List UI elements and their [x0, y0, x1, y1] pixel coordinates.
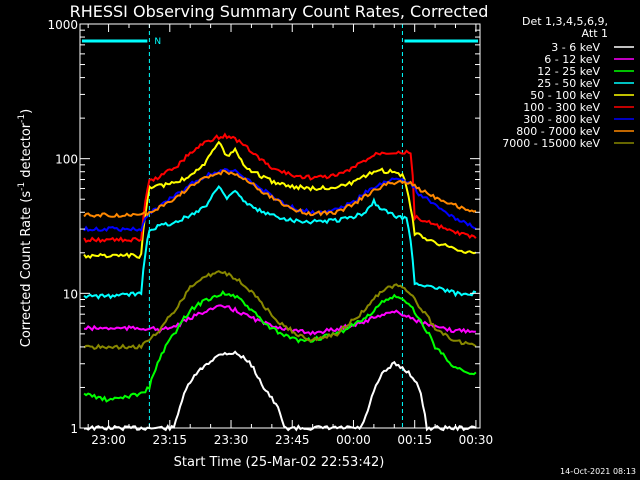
legend-label: 3 - 6 keV: [551, 41, 600, 54]
y-tick-label: 1000: [47, 18, 78, 32]
series-lines: [83, 132, 477, 432]
series-line: [84, 304, 476, 336]
x-tick-label: 00:30: [459, 433, 494, 447]
series-line: [83, 350, 477, 432]
legend-label: 800 - 7000 keV: [516, 125, 600, 138]
legend-label: 25 - 50 keV: [537, 77, 600, 90]
x-tick-label: 23:45: [275, 433, 310, 447]
x-tick-label: 23:30: [214, 433, 249, 447]
legend-label: 12 - 25 keV: [537, 65, 600, 78]
x-tick-label: 00:15: [397, 433, 432, 447]
plot-axes: 23:00 23:15 23:30 23:45 00:00 00:15 00:30 1 10 10…: [47, 18, 493, 447]
legend-header: Det 1,3,4,5,6,9,: [522, 15, 608, 28]
series-line: [83, 270, 477, 351]
series-line: [83, 289, 477, 403]
y-tick-label: 100: [55, 153, 78, 167]
series-line: [83, 185, 477, 300]
x-tick-label: 00:00: [336, 433, 371, 447]
y-tick-label: 10: [63, 287, 78, 301]
x-tick-label: 23:00: [91, 433, 126, 447]
y-axis-label: Corrected Count Rate (s-1 detector-1): [17, 109, 34, 347]
x-tick-label: 23:15: [152, 433, 187, 447]
night-marker-label: N: [154, 37, 161, 47]
legend-label: 50 - 100 keV: [530, 89, 600, 102]
legend-label: 6 - 12 keV: [544, 53, 600, 66]
series-line: [83, 169, 477, 218]
legend-label: 7000 - 15000 keV: [502, 137, 600, 150]
footer-timestamp: 14-Oct-2021 08:13: [560, 467, 636, 476]
plot-frame: [79, 23, 481, 429]
night-shading: N: [79, 24, 481, 428]
legend-label: 300 - 800 keV: [523, 113, 600, 126]
series-line: [83, 140, 477, 260]
series-line: [83, 132, 477, 244]
x-axis-label: Start Time (25-Mar-02 22:53:42): [174, 455, 385, 470]
y-tick-label: 1: [70, 422, 78, 436]
legend-header: Att 1: [582, 27, 608, 40]
legend-label: 100 - 300 keV: [523, 101, 600, 114]
chart-title: RHESSI Observing Summary Count Rates, Co…: [70, 2, 489, 21]
